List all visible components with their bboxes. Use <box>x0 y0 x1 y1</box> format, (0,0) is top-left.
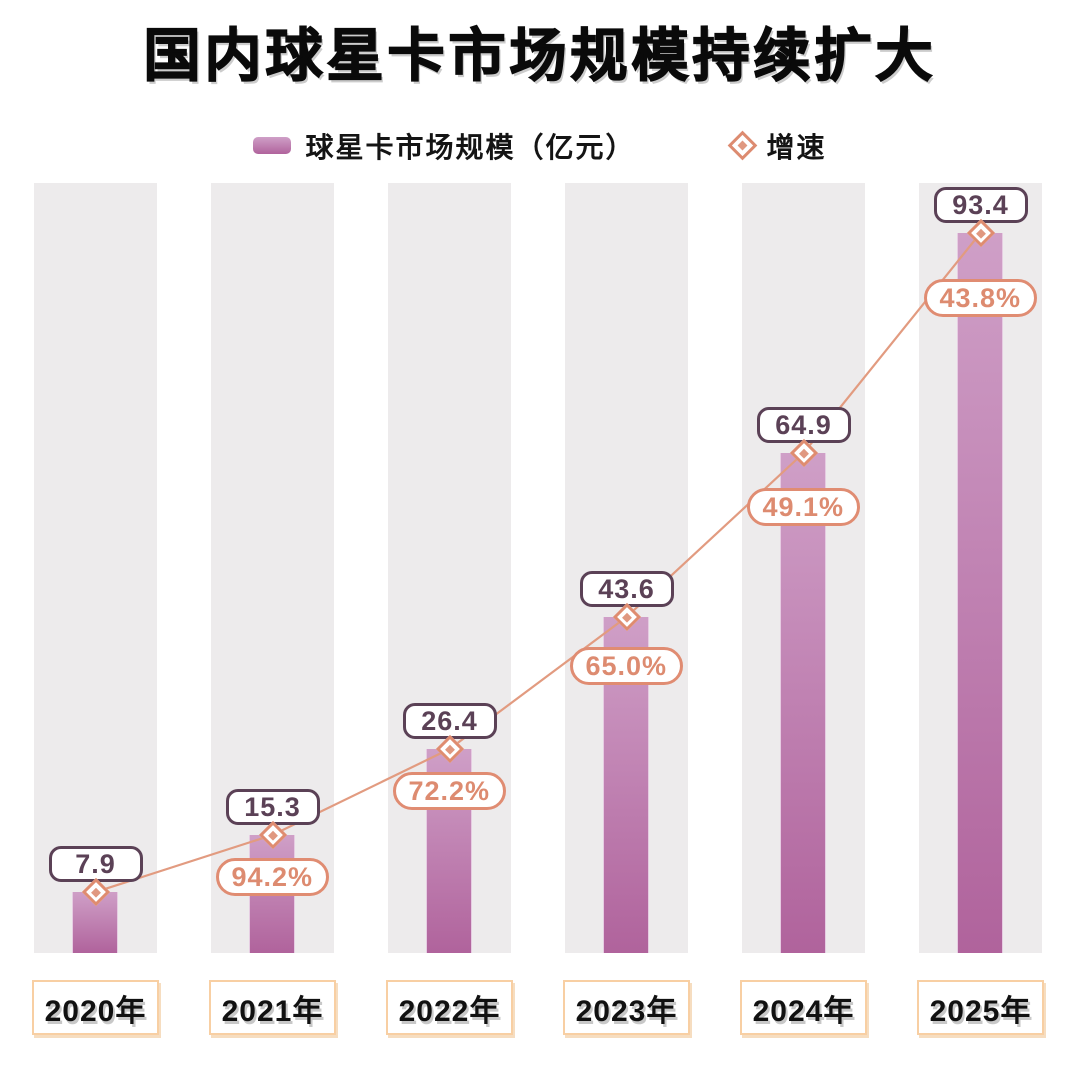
diamond-marker-inner <box>90 887 101 897</box>
bar-swatch-icon <box>253 137 292 155</box>
legend: 球星卡市场规模（亿元） 增速 <box>0 126 1080 166</box>
chart-title: 国内球星卡市场规模持续扩大 <box>143 23 937 88</box>
x-axis-label: 2022年 <box>386 980 513 1035</box>
plot-area: 7.9 15.3 94.2% 26.4 72.2% 43.6 65.0% 64.9 49.1% 9… <box>34 183 1042 953</box>
growth-line <box>95 232 982 894</box>
legend-label-growth: 增速 <box>766 131 827 163</box>
growth-label: 94.2% <box>215 858 330 896</box>
x-axis-label: 2021年 <box>209 980 336 1035</box>
market-size-bar <box>956 233 1003 953</box>
diamond-marker-inner <box>798 448 809 458</box>
column-band <box>34 183 157 953</box>
x-axis-label: 2023年 <box>563 980 690 1035</box>
market-size-bar <box>779 453 826 953</box>
diamond-icon <box>727 130 757 161</box>
x-axis-label: 2025年 <box>917 980 1044 1035</box>
diamond-marker-inner <box>267 830 278 840</box>
diamond-marker-inner <box>444 744 455 754</box>
legend-label-market-size: 球星卡市场规模（亿元） <box>305 131 636 163</box>
legend-item-growth: 增速 <box>727 126 827 166</box>
diamond-marker-inner <box>975 228 986 238</box>
x-axis-label: 2024年 <box>740 980 867 1035</box>
growth-label: 43.8% <box>923 279 1038 317</box>
x-axis-label: 2020年 <box>32 980 159 1035</box>
growth-label: 72.2% <box>392 772 507 810</box>
growth-label: 65.0% <box>569 647 684 685</box>
growth-label: 49.1% <box>746 488 861 526</box>
legend-item-market-size: 球星卡市场规模（亿元） <box>253 126 635 166</box>
diamond-marker-inner <box>621 612 632 622</box>
